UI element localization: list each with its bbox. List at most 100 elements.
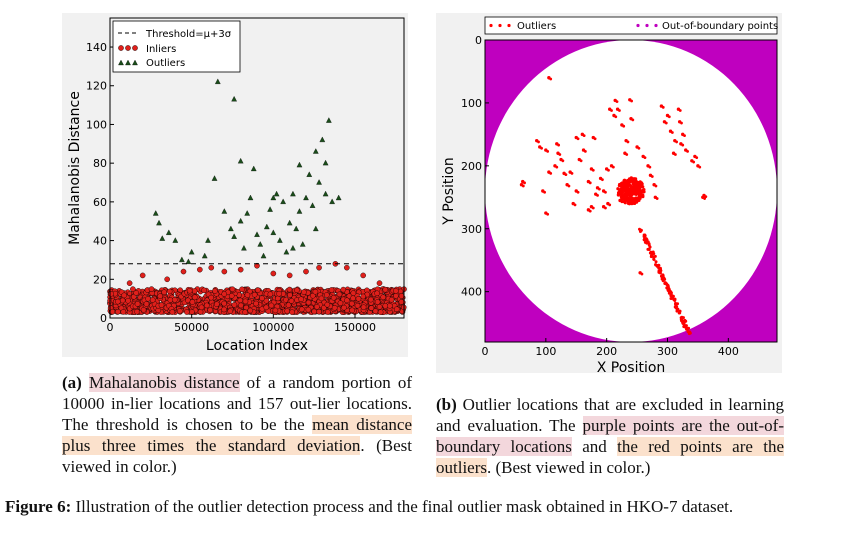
outlier-point bbox=[631, 200, 635, 204]
outlier-point bbox=[695, 156, 699, 160]
outlier-point bbox=[640, 194, 644, 198]
outlier-point bbox=[626, 196, 630, 201]
outlier-point bbox=[583, 149, 587, 153]
outlier-point bbox=[618, 109, 621, 112]
outlier-point bbox=[661, 105, 665, 109]
legend-boundary-label: Out-of-boundary points bbox=[662, 21, 778, 32]
outlier-point bbox=[611, 165, 615, 169]
outlier-point bbox=[570, 171, 574, 175]
outlier-point bbox=[604, 190, 607, 194]
outlier-point bbox=[682, 325, 686, 329]
outlier-point bbox=[675, 140, 679, 144]
outlier-point bbox=[614, 115, 618, 119]
outlier-point bbox=[557, 143, 561, 147]
outlier-point bbox=[631, 180, 635, 184]
outlier-point bbox=[665, 282, 669, 286]
y-tick-label: 100 bbox=[461, 97, 482, 110]
outlier-point bbox=[537, 140, 540, 144]
caption-a-highlight-1: Mahalanobis distance bbox=[88, 373, 240, 392]
outlier-point bbox=[637, 193, 641, 197]
outlier-point bbox=[640, 272, 644, 276]
outlier-point bbox=[576, 190, 580, 194]
outlier-point bbox=[661, 273, 665, 277]
outlier-point bbox=[622, 179, 626, 183]
outlier-point bbox=[639, 228, 643, 232]
outlier-point bbox=[601, 178, 604, 182]
outlier-point bbox=[643, 156, 647, 160]
outlier-point bbox=[579, 159, 583, 163]
outlier-point bbox=[626, 189, 630, 193]
mahalanobis-chart: 0 50000 100000 150000020406080100120140Loca… bbox=[67, 17, 407, 354]
outlier-point bbox=[582, 134, 586, 138]
outlier-point bbox=[555, 165, 559, 169]
outlier-point bbox=[627, 182, 631, 186]
outlier-point bbox=[546, 212, 550, 216]
outlier-point bbox=[685, 327, 689, 331]
outlier-point bbox=[607, 168, 610, 172]
outlier-point bbox=[573, 203, 577, 207]
outlier-point bbox=[627, 201, 631, 205]
outlier-point bbox=[678, 109, 682, 112]
outlier-point bbox=[642, 190, 646, 194]
legend-boundary-marker bbox=[654, 23, 658, 28]
outlier-point bbox=[651, 250, 655, 254]
outlier-point bbox=[644, 240, 648, 244]
outlier-point bbox=[686, 149, 689, 153]
outlier-point bbox=[674, 306, 678, 310]
y-tick-label: 200 bbox=[461, 160, 482, 173]
outlier-point bbox=[661, 279, 665, 283]
outlier-point bbox=[652, 255, 656, 259]
outlier-point bbox=[567, 184, 571, 188]
outlier-point bbox=[618, 191, 622, 195]
outlier-point bbox=[558, 153, 562, 156]
outlier-point bbox=[636, 197, 640, 202]
x-tick-label: 300 bbox=[657, 345, 678, 358]
y-tick-label: 300 bbox=[461, 223, 482, 236]
outlier-point bbox=[610, 109, 613, 112]
outlier-point bbox=[643, 233, 647, 237]
outlier-point bbox=[576, 137, 580, 141]
x-tick-label: 200 bbox=[596, 345, 617, 358]
outlier-point bbox=[650, 175, 654, 178]
outlier-point bbox=[637, 146, 641, 150]
outlier-point bbox=[648, 165, 652, 169]
outlier-point bbox=[625, 153, 629, 156]
outlier-point bbox=[629, 196, 633, 200]
outlier-point bbox=[588, 209, 592, 213]
outlier-point bbox=[631, 118, 635, 122]
outlier-point bbox=[648, 245, 652, 249]
x-tick-label: 0 bbox=[482, 345, 489, 358]
outlier-point bbox=[626, 140, 630, 144]
y-tick-label: 400 bbox=[461, 286, 482, 299]
outlier-point bbox=[630, 99, 634, 103]
x-axis-label: X Position bbox=[597, 360, 666, 376]
outlier-point bbox=[654, 260, 658, 264]
outlier-point bbox=[672, 298, 676, 302]
outlier-point bbox=[681, 321, 685, 325]
outlier-point bbox=[561, 159, 565, 163]
outlier-point bbox=[620, 196, 625, 200]
outlier-point bbox=[665, 286, 669, 290]
outlier-point bbox=[704, 195, 708, 199]
outlier-point bbox=[564, 173, 568, 177]
legend-boundary-marker bbox=[645, 23, 649, 28]
legend-boundary-marker bbox=[636, 23, 640, 28]
outlier-point bbox=[591, 206, 595, 210]
outlier-point bbox=[588, 181, 592, 185]
outlier-point bbox=[698, 165, 702, 169]
outlier-point bbox=[692, 160, 696, 164]
y-tick-label: 0 bbox=[475, 34, 482, 47]
outlier-point bbox=[655, 197, 659, 200]
legend-outlier-label: Outliers bbox=[517, 21, 556, 32]
outlier-point bbox=[622, 124, 626, 128]
y-axis-label: Y Position bbox=[441, 157, 457, 226]
outlier-point bbox=[637, 183, 641, 187]
outlier-point bbox=[549, 77, 553, 81]
outlier-point bbox=[620, 200, 624, 204]
legend-outlier-marker bbox=[507, 23, 511, 28]
figure-caption-label: Figure 6: bbox=[5, 497, 72, 516]
outlier-point bbox=[669, 291, 673, 295]
outlier-point bbox=[667, 115, 671, 119]
legend-outlier-marker bbox=[489, 23, 493, 28]
outlier-point bbox=[631, 187, 635, 191]
